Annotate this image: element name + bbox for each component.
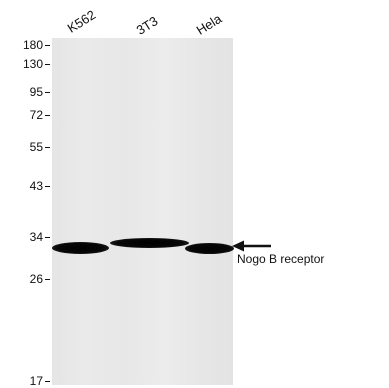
marker-tick [45, 380, 50, 382]
marker-tick [45, 278, 50, 280]
molecular-weight-markers: 180 130 95 72 55 43 34 26 [0, 0, 52, 388]
marker-17: 17 [0, 374, 50, 388]
band-3t3 [110, 238, 189, 248]
marker-26: 26 [0, 272, 50, 286]
marker-tick [45, 236, 50, 238]
marker-label: 95 [29, 85, 43, 99]
marker-label: 180 [22, 38, 43, 52]
marker-tick [45, 44, 50, 46]
lane-label-hela: Hela [193, 10, 225, 38]
marker-label: 72 [29, 108, 43, 122]
target-protein-label: Nogo B receptor [237, 252, 325, 266]
marker-tick [45, 114, 50, 116]
marker-label: 130 [22, 57, 43, 71]
blot-membrane [52, 38, 234, 385]
marker-72: 72 [0, 108, 50, 122]
band-annotation: Nogo B receptor [232, 239, 389, 269]
marker-label: 34 [29, 230, 43, 244]
band-k562 [52, 242, 109, 254]
marker-tick [45, 63, 50, 65]
marker-label: 17 [29, 374, 43, 388]
lane-label-3t3: 3T3 [133, 13, 161, 38]
marker-tick [45, 185, 50, 187]
marker-130: 130 [0, 57, 50, 71]
marker-label: 55 [29, 140, 43, 154]
arrow-left-icon [232, 240, 271, 252]
band-hela [185, 243, 234, 254]
marker-55: 55 [0, 140, 50, 154]
marker-95: 95 [0, 85, 50, 99]
marker-180: 180 [0, 38, 50, 52]
marker-label: 43 [29, 179, 43, 193]
marker-34: 34 [0, 230, 50, 244]
marker-label: 26 [29, 272, 43, 286]
marker-tick [45, 146, 50, 148]
marker-tick [45, 91, 50, 93]
lane-label-k562: K562 [64, 7, 99, 36]
marker-43: 43 [0, 179, 50, 193]
